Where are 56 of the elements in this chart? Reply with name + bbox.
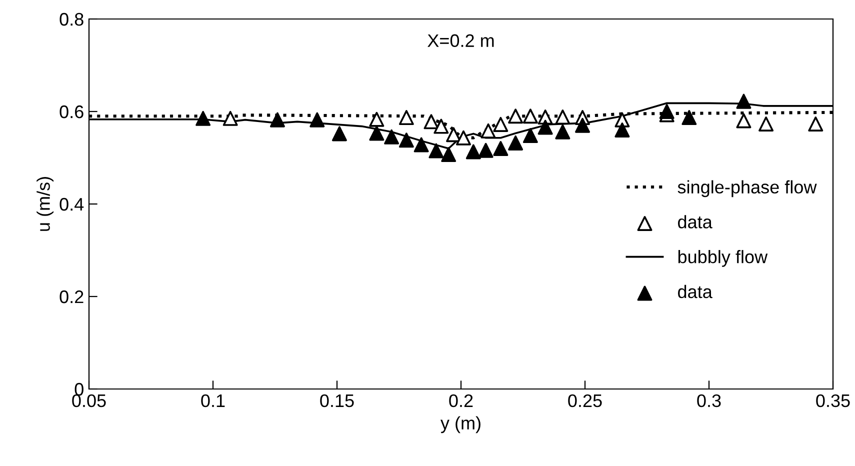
point — [682, 110, 697, 126]
point — [493, 116, 508, 132]
annotation: X=0.2 m — [428, 34, 494, 48]
point — [434, 118, 449, 134]
point — [428, 143, 444, 158]
x-tick-label: 0.2 — [449, 394, 473, 408]
legend-label: data — [678, 284, 712, 298]
point — [555, 124, 570, 140]
point — [369, 126, 384, 141]
point — [446, 127, 462, 142]
x-tick-label: 0.35 — [816, 394, 850, 408]
y-tick-label: 0.6 — [60, 105, 84, 118]
point — [441, 147, 456, 162]
point — [222, 110, 238, 126]
point — [736, 113, 752, 128]
point — [508, 108, 524, 124]
point — [478, 142, 494, 158]
point — [196, 110, 211, 126]
legend-label: single-phase flow — [678, 180, 817, 198]
legend-label: bubbly flow — [678, 250, 768, 267]
x-tick-label: 0.3 — [697, 394, 721, 408]
legend-label: data — [678, 215, 712, 228]
point — [466, 144, 481, 160]
point — [555, 110, 570, 125]
point — [508, 135, 524, 150]
point — [522, 108, 538, 124]
point — [758, 116, 774, 132]
point — [270, 112, 285, 128]
point — [659, 104, 674, 119]
y-tick-label: 0.8 — [60, 12, 84, 26]
point — [736, 94, 752, 109]
y-tick-label: 0 — [74, 382, 84, 396]
point — [614, 122, 630, 138]
y-axis-title: u (m/s) — [36, 177, 54, 231]
point — [398, 132, 414, 148]
point — [808, 116, 824, 132]
point — [424, 114, 439, 130]
point — [369, 112, 384, 127]
x-tick-label: 0.1 — [201, 394, 225, 408]
point — [480, 123, 496, 138]
point — [310, 112, 325, 128]
y-tick-label: 0.2 — [60, 290, 84, 304]
x-tick-label: 0.25 — [568, 394, 602, 408]
x-axis-title: y (m) — [440, 416, 480, 434]
point — [456, 130, 471, 146]
point — [414, 137, 429, 152]
point — [384, 129, 400, 144]
point — [522, 128, 538, 144]
x-tick-label: 0.15 — [320, 394, 354, 408]
point — [398, 110, 414, 126]
point — [575, 118, 590, 133]
point — [538, 120, 553, 135]
x-tick-label: 0.05 — [72, 394, 106, 408]
y-tick-label: 0.4 — [60, 198, 84, 211]
point — [493, 141, 508, 156]
point — [332, 126, 347, 142]
